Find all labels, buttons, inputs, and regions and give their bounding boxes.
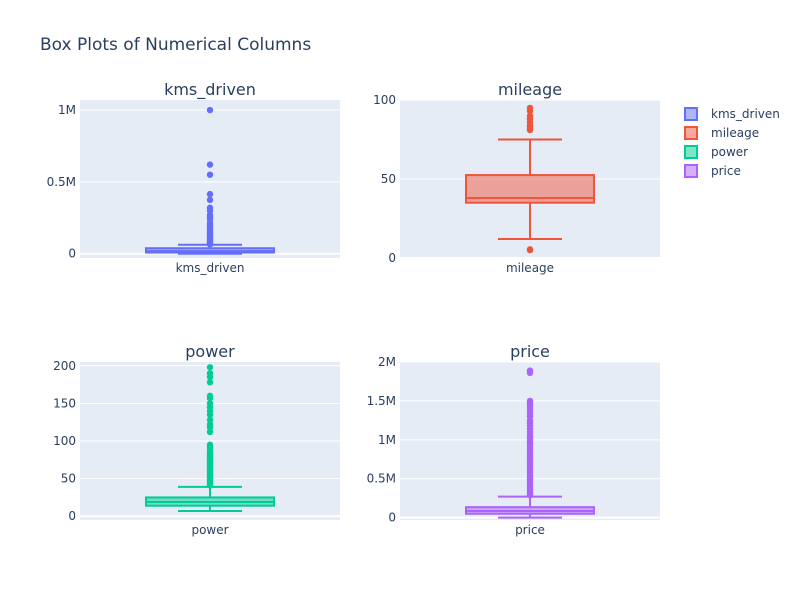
outlier-point: [206, 416, 214, 424]
chart-title: Box Plots of Numerical Columns: [40, 35, 311, 55]
y-tick-label: 1M: [378, 433, 396, 447]
legend-item-price[interactable]: price: [684, 164, 741, 178]
subplot-title: kms_driven: [164, 80, 256, 100]
legend-item-mileage[interactable]: mileage: [684, 126, 759, 140]
y-tick-label: 100: [373, 93, 396, 107]
legend-label: kms_driven: [711, 107, 780, 121]
legend-swatch: [684, 107, 698, 121]
legend-label: mileage: [711, 126, 759, 140]
outlier-point: [206, 394, 214, 402]
legend-swatch: [684, 145, 698, 159]
y-tick-label: 0.5M: [367, 472, 396, 486]
y-tick-label: 0: [388, 251, 396, 265]
y-tick-label: 0.5M: [47, 175, 76, 189]
outlier-point: [206, 373, 214, 381]
outlier-point: [206, 241, 214, 248]
subplot-title: power: [185, 342, 235, 361]
x-tick-label: power: [191, 523, 228, 537]
outlier-point: [206, 190, 214, 198]
x-tick-label: mileage: [506, 261, 554, 275]
outlier-point: [206, 428, 214, 436]
legend-swatch: [684, 126, 698, 140]
y-tick-label: 0: [388, 511, 396, 525]
outlier-point: [206, 482, 214, 489]
subplot-title: mileage: [498, 80, 562, 99]
subplot-kms_driven: 0 0.5M 1M kms_driven kms_driven: [47, 80, 340, 275]
y-tick-label: 50: [61, 472, 76, 486]
legend-swatch: [684, 164, 698, 178]
outlier-point: [206, 171, 214, 178]
subplot-price: 0 0.5M 1M 1.5M 2M price price: [367, 342, 660, 537]
outlier-point: [206, 379, 214, 386]
legend-item-kms_driven[interactable]: kms_driven: [684, 107, 780, 121]
y-tick-label: 0: [68, 247, 76, 261]
outlier-point: [526, 491, 534, 499]
y-tick-label: 0: [68, 509, 76, 523]
y-tick-label: 2M: [378, 355, 396, 369]
x-tick-label: kms_driven: [176, 261, 245, 275]
x-tick-label: price: [515, 523, 545, 537]
y-tick-label: 1.5M: [367, 394, 396, 408]
y-tick-label: 200: [53, 359, 76, 373]
subplot-title: price: [510, 342, 550, 361]
outlier-point: [526, 369, 534, 377]
outlier-point: [526, 126, 534, 134]
outlier-point: [206, 424, 214, 431]
outlier-point: [206, 106, 214, 114]
legend-label: price: [711, 164, 741, 178]
y-tick-label: 100: [53, 434, 76, 448]
outlier-point: [526, 246, 534, 253]
outlier-point: [206, 196, 214, 204]
legend-label: power: [711, 145, 748, 159]
legend-item-power[interactable]: power: [684, 145, 748, 159]
outlier-point: [526, 107, 534, 115]
outlier-point: [206, 161, 214, 168]
outlier-point: [206, 411, 214, 418]
subplot-power: 0 50 100 150 200 power power: [53, 342, 340, 537]
y-tick-label: 1M: [58, 103, 76, 117]
y-tick-label: 150: [53, 396, 76, 410]
y-tick-label: 50: [381, 172, 396, 186]
subplot-mileage: 0 50 100 mileage mileage: [373, 80, 660, 275]
outlier-point: [206, 364, 214, 371]
